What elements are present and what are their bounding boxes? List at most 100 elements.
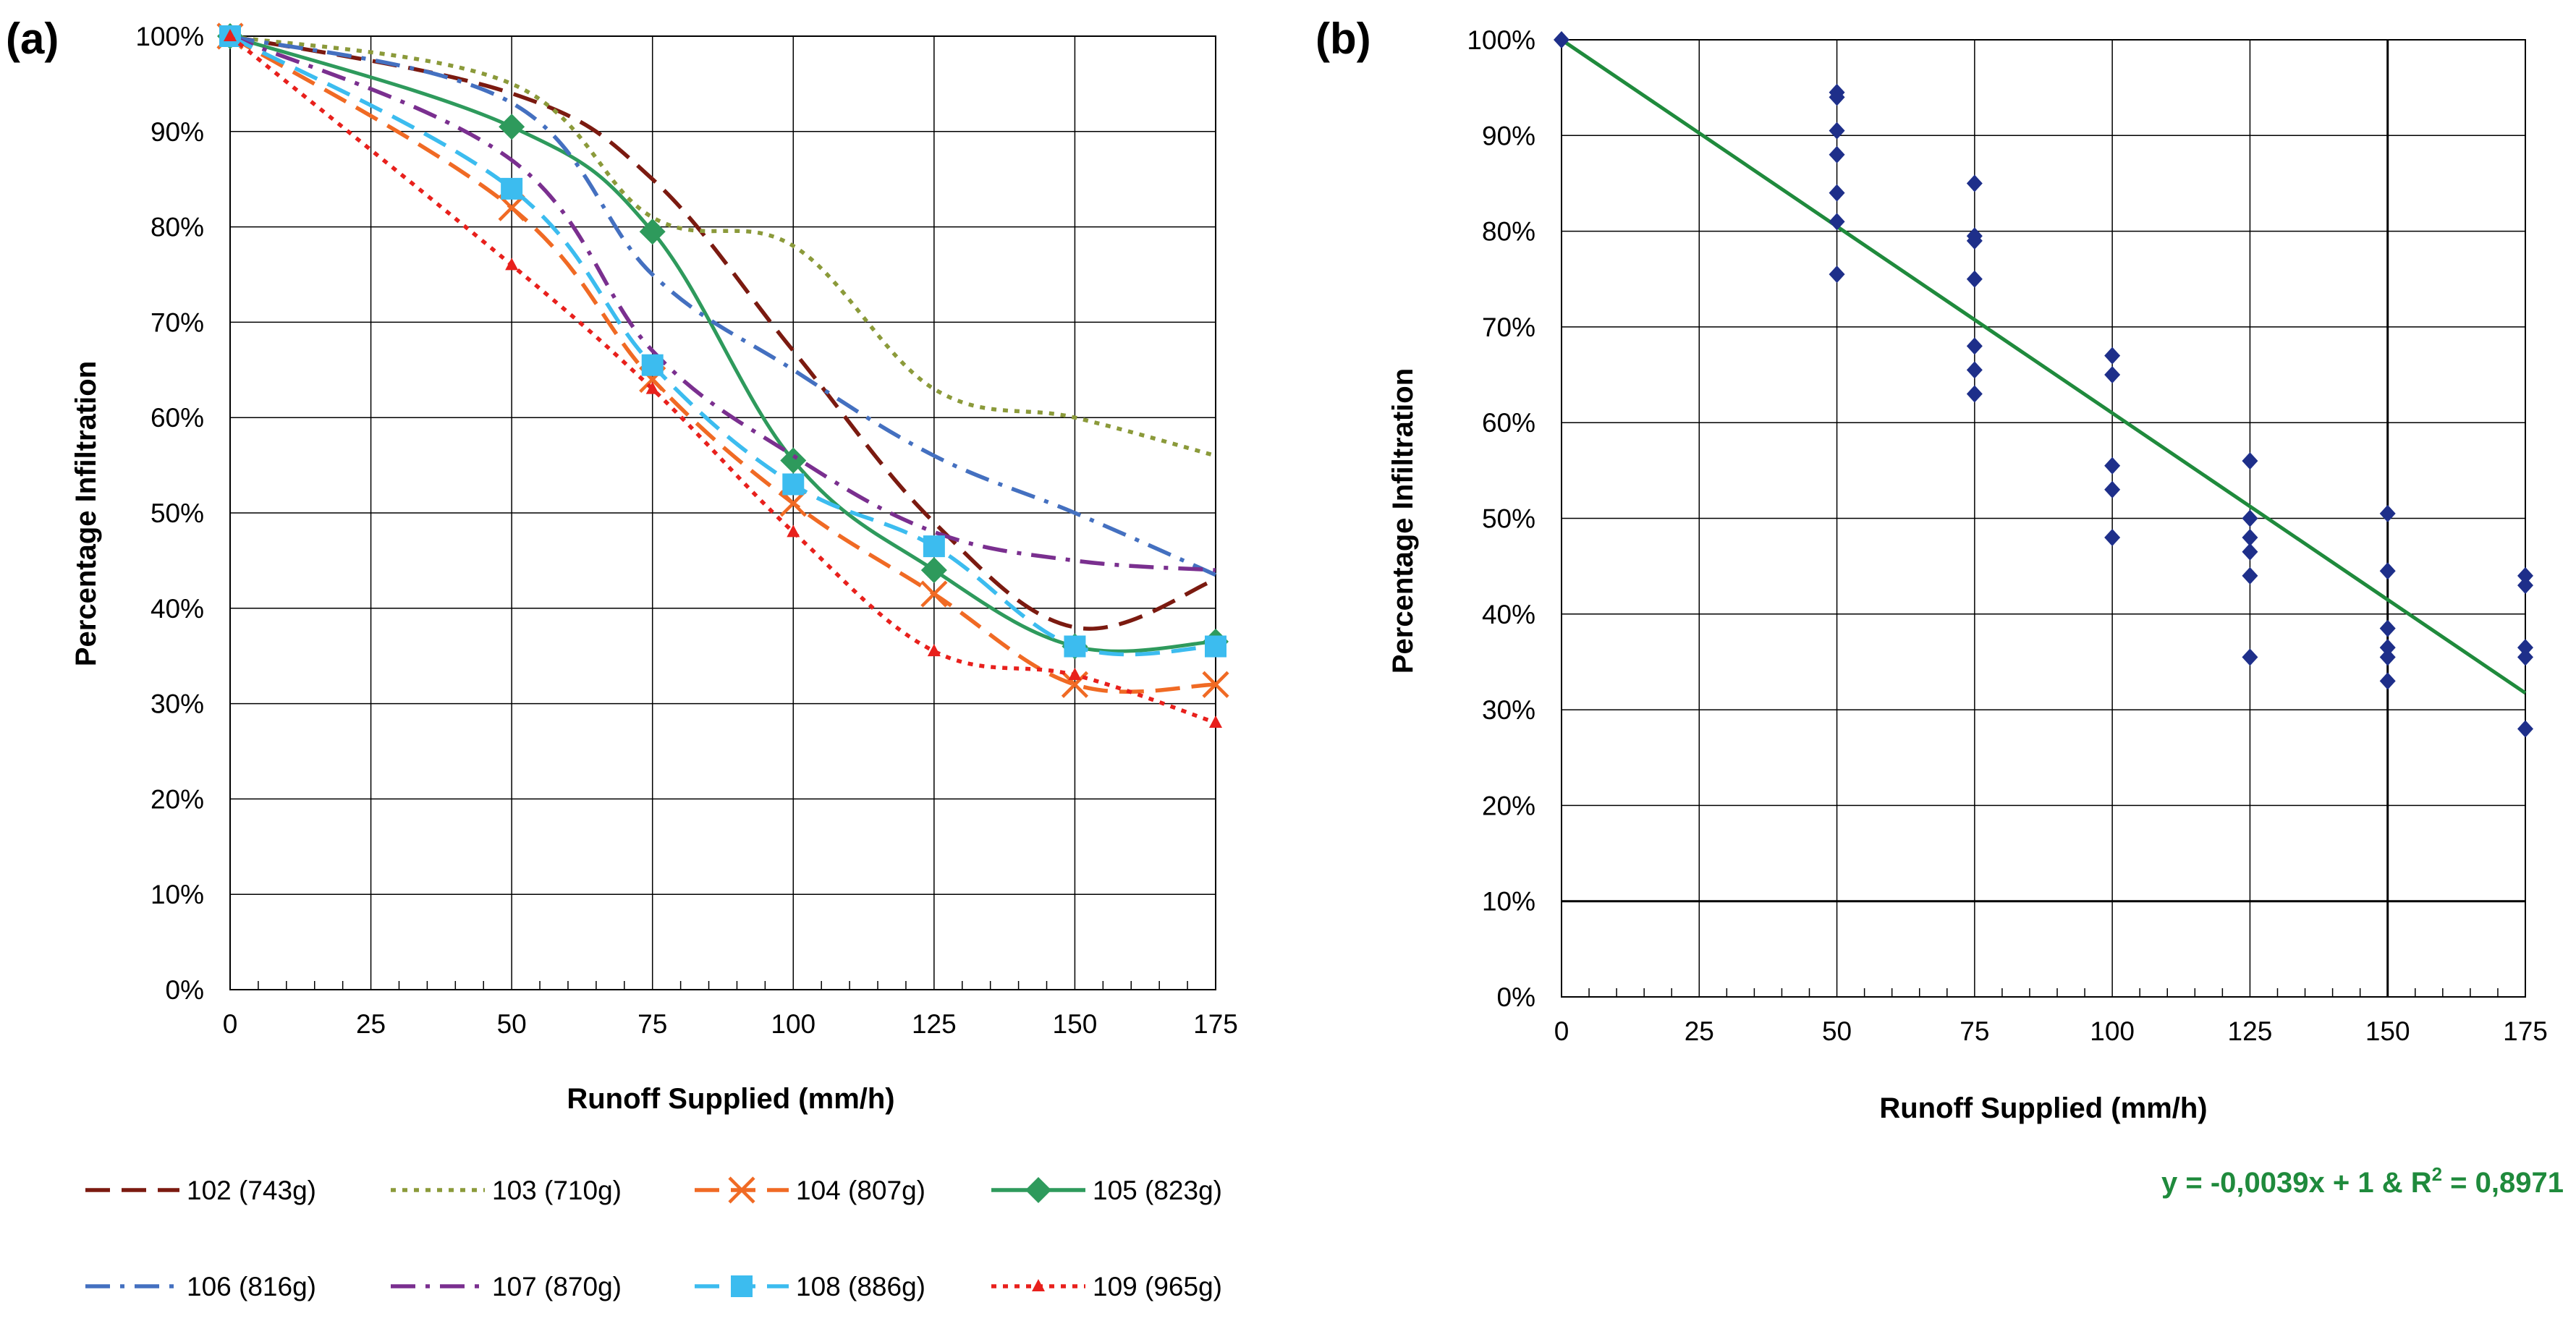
trend-line <box>1560 38 2527 695</box>
panel-b-label: (b) <box>1315 14 1371 63</box>
legend-label-s105: 105 (823g) <box>1093 1176 1222 1205</box>
chart-b-axes: 0 25 50 75 100 125 150 175 0% 10% 20% 30% 40% 50% 60% 7… <box>1467 25 2548 1046</box>
a-ytick-10%: 10% <box>151 880 204 909</box>
legend-marker-s109 <box>1032 1279 1045 1291</box>
a-xtick-25: 25 <box>356 1009 386 1039</box>
b-xtick-25: 25 <box>1685 1016 1714 1046</box>
scatter-point-21 <box>2242 509 2258 527</box>
point-s109-125 <box>927 644 941 657</box>
scatter-point-16 <box>2104 366 2121 384</box>
scatter-point-0 <box>1554 31 1569 48</box>
scatter-point-32 <box>2517 566 2533 585</box>
chart-a-legend: 102 (743g) 103 (710g) 104 (807g) 105 (823g)… <box>85 1176 1222 1301</box>
scatter-point-24 <box>2242 566 2258 585</box>
b-xtick-0: 0 <box>1554 1016 1569 1046</box>
chart-a-xlabel: Runoff Supplied (mm/h) <box>567 1083 894 1115</box>
legend-label-s102: 102 (743g) <box>187 1176 316 1205</box>
scatter-point-29 <box>2379 639 2396 657</box>
scatter-point-23 <box>2242 543 2258 561</box>
b-xtick-100: 100 <box>2090 1016 2135 1046</box>
b-ytick-30%: 30% <box>1482 695 1535 725</box>
a-xtick-125: 125 <box>912 1009 957 1039</box>
scatter-point-34 <box>2517 639 2533 657</box>
a-ytick-0%: 0% <box>166 975 204 1005</box>
scatter-point-36 <box>2517 720 2533 738</box>
b-xtick-75: 75 <box>1959 1016 1989 1046</box>
point-s109-50 <box>505 258 519 271</box>
a-xtick-150: 150 <box>1053 1009 1098 1039</box>
scatter-point-30 <box>2379 648 2396 666</box>
scatter-point-20 <box>2242 452 2258 470</box>
a-ytick-50%: 50% <box>151 498 204 528</box>
a-ytick-40%: 40% <box>151 594 204 624</box>
a-xtick-50: 50 <box>497 1009 527 1039</box>
point-s108-75 <box>641 354 664 376</box>
legend-marker-s104 <box>728 1176 755 1204</box>
scatter-point-28 <box>2379 619 2396 637</box>
point-s108-50 <box>501 177 523 200</box>
scatter-point-17 <box>2104 456 2121 475</box>
scatter-point-18 <box>2104 480 2121 498</box>
series-line-s108 <box>229 34 1216 657</box>
scatter-point-8 <box>1966 174 1983 192</box>
a-xtick-75: 75 <box>637 1009 667 1039</box>
chart-b-ylabel: Percentage Infiltration <box>1387 368 1419 674</box>
b-ytick-10%: 10% <box>1482 887 1535 917</box>
point-s104-125-stroke2 <box>920 580 948 608</box>
scatter-point-5 <box>1829 184 1845 202</box>
scatter-point-22 <box>2242 528 2258 546</box>
scatter-point-10 <box>1966 232 1983 250</box>
point-s109-150 <box>1068 668 1082 681</box>
legend-marker-s104-stroke2 <box>728 1176 755 1204</box>
scatter-point-6 <box>1829 213 1845 231</box>
point-s105-50 <box>499 114 525 140</box>
series-line-s107 <box>229 34 1216 572</box>
a-ytick-70%: 70% <box>151 307 204 337</box>
b-plot-frame <box>1561 39 2526 998</box>
scatter-point-13 <box>1966 361 1983 379</box>
legend-label-s104: 104 (807g) <box>796 1176 925 1205</box>
point-s109-75 <box>645 381 659 394</box>
legend-marker-s108 <box>731 1275 753 1297</box>
chart-a-series <box>216 22 1229 728</box>
scatter-point-25 <box>2242 648 2258 666</box>
b-xtick-125: 125 <box>2228 1016 2273 1046</box>
b-ytick-60%: 60% <box>1482 408 1535 438</box>
a-ytick-80%: 80% <box>151 213 204 242</box>
panel-a-label: (a) <box>6 14 59 63</box>
scatter-point-27 <box>2379 562 2396 580</box>
point-s104-50-stroke2 <box>498 194 525 221</box>
scatter-point-12 <box>1966 337 1983 355</box>
chart-b: (b) 0 25 50 75 100 125 150 175 0% 10% 20% 30% 40% 50%… <box>1315 14 2564 1199</box>
chart-a-ylabel: Percentage Infiltration <box>70 361 102 666</box>
equation-sup: 2 <box>2432 1163 2442 1185</box>
equation-part1: y = -0,0039x + 1 & R <box>2161 1167 2432 1199</box>
a-ytick-60%: 60% <box>151 403 204 433</box>
a-ytick-30%: 30% <box>151 689 204 719</box>
a-xtick-0: 0 <box>223 1009 238 1039</box>
scatter-point-35 <box>2517 648 2533 666</box>
point-s109-175 <box>1209 715 1222 728</box>
point-s109-0 <box>224 29 237 41</box>
point-s104-175 <box>1202 671 1229 698</box>
series-line-s104 <box>229 34 1216 695</box>
legend-label-s103: 103 (710g) <box>492 1176 622 1205</box>
scatter-point-4 <box>1829 145 1845 163</box>
point-s104-175-stroke2 <box>1202 671 1229 698</box>
b-ytick-80%: 80% <box>1482 217 1535 247</box>
b-xtick-175: 175 <box>2503 1016 2548 1046</box>
point-s108-175 <box>1205 635 1226 658</box>
point-s104-100 <box>779 490 807 517</box>
point-s105-100 <box>780 447 807 474</box>
scatter-point-33 <box>2517 577 2533 595</box>
scatter-point-11 <box>1966 270 1983 288</box>
b-ytick-90%: 90% <box>1482 121 1535 150</box>
chart-a: (a) 0 25 50 75 100 125 150 175 0% 10% 20% 30% 40% 50%… <box>6 14 1238 1301</box>
b-xtick-50: 50 <box>1822 1016 1852 1046</box>
series-line-s105 <box>229 34 1216 653</box>
legend-label-s109: 109 (965g) <box>1093 1272 1222 1301</box>
legend-label-s107: 107 (870g) <box>492 1272 622 1301</box>
chart-b-points <box>1554 31 2533 738</box>
scatter-point-15 <box>2104 347 2121 365</box>
scatter-point-2 <box>1829 88 1845 106</box>
